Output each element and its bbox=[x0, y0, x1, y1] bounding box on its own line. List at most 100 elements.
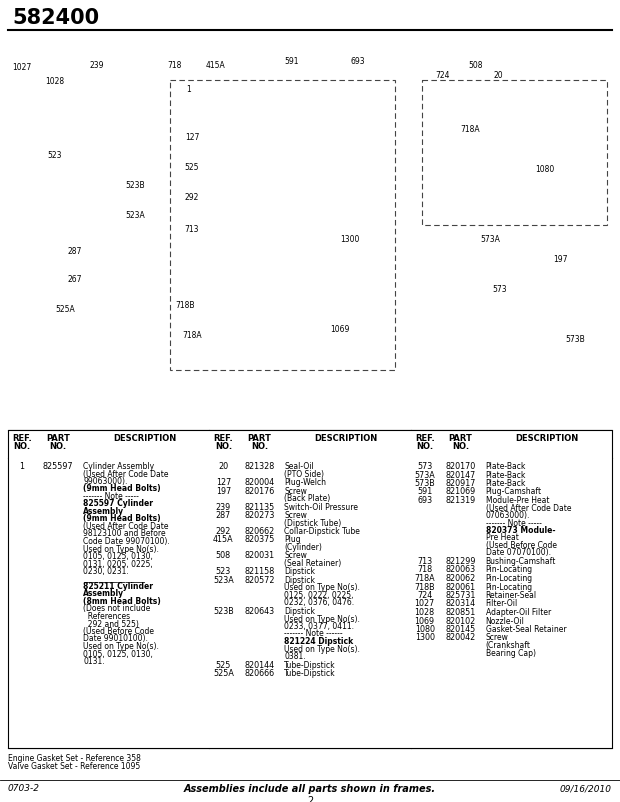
Text: Bushing-Camshaft: Bushing-Camshaft bbox=[485, 557, 556, 566]
Text: Used on Type No(s).: Used on Type No(s). bbox=[285, 645, 360, 654]
Text: 1: 1 bbox=[187, 86, 192, 95]
Text: 820145: 820145 bbox=[446, 625, 476, 634]
Text: ------- Note -----: ------- Note ----- bbox=[485, 519, 541, 528]
Text: 718: 718 bbox=[168, 60, 182, 70]
Text: (PTO Side): (PTO Side) bbox=[285, 469, 324, 479]
Text: 825597: 825597 bbox=[43, 462, 73, 471]
Text: (9mm Head Bolts): (9mm Head Bolts) bbox=[83, 484, 161, 493]
Text: 713: 713 bbox=[417, 557, 432, 566]
Text: ------- Note -----: ------- Note ----- bbox=[83, 492, 139, 501]
Text: (Cylinder): (Cylinder) bbox=[285, 543, 322, 552]
Text: 0105, 0125, 0130,: 0105, 0125, 0130, bbox=[83, 650, 153, 658]
Text: (Does not include: (Does not include bbox=[83, 605, 151, 614]
Text: 820643: 820643 bbox=[244, 607, 275, 616]
Text: 821158: 821158 bbox=[244, 568, 275, 577]
Text: Filter-Oil: Filter-Oil bbox=[485, 600, 518, 609]
Text: 573A: 573A bbox=[480, 236, 500, 245]
Text: 718A: 718A bbox=[182, 330, 202, 339]
Text: (9mm Head Bolts): (9mm Head Bolts) bbox=[83, 515, 161, 524]
Text: 415A: 415A bbox=[213, 536, 234, 545]
Text: 820572: 820572 bbox=[244, 576, 275, 585]
Text: 1: 1 bbox=[19, 462, 25, 471]
Text: 197: 197 bbox=[216, 487, 231, 496]
Text: Bearing Cap): Bearing Cap) bbox=[485, 649, 536, 658]
Text: Assemblies include all parts shown in frames.: Assemblies include all parts shown in fr… bbox=[184, 784, 436, 794]
Text: Plate-Back: Plate-Back bbox=[485, 471, 526, 480]
Text: 820031: 820031 bbox=[244, 552, 275, 561]
Text: Plate-Back: Plate-Back bbox=[485, 479, 526, 488]
Text: (Back Plate): (Back Plate) bbox=[285, 494, 330, 503]
Text: Plate-Back: Plate-Back bbox=[485, 462, 526, 471]
Text: Pin-Locating: Pin-Locating bbox=[485, 565, 533, 574]
Text: (Used Before Code: (Used Before Code bbox=[485, 541, 557, 550]
Text: 523B: 523B bbox=[213, 607, 234, 616]
Text: Seal-Oil: Seal-Oil bbox=[285, 462, 314, 471]
Bar bbox=[8, 430, 612, 748]
Text: Screw: Screw bbox=[485, 634, 508, 642]
Bar bbox=[170, 80, 395, 370]
Text: ------- Note ------: ------- Note ------ bbox=[285, 630, 343, 638]
Text: 287: 287 bbox=[68, 248, 82, 257]
Text: 0703-2: 0703-2 bbox=[8, 784, 40, 793]
Text: Screw: Screw bbox=[285, 552, 307, 561]
Text: 573B: 573B bbox=[565, 335, 585, 345]
Text: 591: 591 bbox=[417, 488, 432, 496]
Text: (Crankshaft: (Crankshaft bbox=[485, 641, 531, 650]
Text: 820102: 820102 bbox=[446, 617, 476, 626]
Text: 523A: 523A bbox=[125, 210, 145, 220]
Text: NO.: NO. bbox=[416, 442, 433, 451]
Text: 525A: 525A bbox=[55, 306, 75, 314]
Text: 820851: 820851 bbox=[446, 608, 476, 617]
Text: 99063000).: 99063000). bbox=[83, 477, 127, 486]
Text: 239: 239 bbox=[90, 60, 104, 70]
Text: PART: PART bbox=[46, 434, 70, 443]
Text: 820062: 820062 bbox=[446, 574, 476, 583]
Text: Used on Type No(s).: Used on Type No(s). bbox=[83, 545, 159, 553]
Text: 591: 591 bbox=[285, 58, 299, 67]
Text: 820373 Module-: 820373 Module- bbox=[485, 526, 555, 535]
Text: 1027: 1027 bbox=[415, 600, 435, 609]
Text: NO.: NO. bbox=[250, 442, 268, 451]
Text: 718A: 718A bbox=[460, 125, 480, 135]
Text: Plug: Plug bbox=[285, 536, 301, 545]
Text: ________________: ________________ bbox=[83, 574, 145, 584]
Text: 1300: 1300 bbox=[340, 236, 360, 245]
Text: 292 and 525): 292 and 525) bbox=[83, 619, 139, 629]
Text: 20: 20 bbox=[493, 71, 503, 79]
Text: 1069: 1069 bbox=[330, 326, 350, 334]
Text: Screw: Screw bbox=[285, 487, 307, 496]
Text: Adapter-Oil Filter: Adapter-Oil Filter bbox=[485, 608, 551, 617]
Bar bbox=[422, 80, 607, 225]
Text: 0232, 0376, 0476.: 0232, 0376, 0476. bbox=[285, 598, 355, 607]
Text: 127: 127 bbox=[185, 133, 199, 143]
Text: 724: 724 bbox=[417, 591, 432, 600]
Text: 1069: 1069 bbox=[415, 617, 435, 626]
Text: (Used After Code Date: (Used After Code Date bbox=[485, 504, 571, 512]
Text: REF.: REF. bbox=[415, 434, 435, 443]
Text: Pre Heat: Pre Heat bbox=[485, 533, 518, 542]
Text: 0230, 0231.: 0230, 0231. bbox=[83, 567, 129, 576]
Text: 525: 525 bbox=[216, 661, 231, 670]
Text: 292: 292 bbox=[216, 527, 231, 536]
Text: Pin-Locating: Pin-Locating bbox=[485, 582, 533, 592]
Text: 573A: 573A bbox=[414, 471, 435, 480]
Text: REF.: REF. bbox=[213, 434, 233, 443]
Text: (Dipstick Tube): (Dipstick Tube) bbox=[285, 519, 342, 528]
Text: 1300: 1300 bbox=[415, 634, 435, 642]
Text: Collar-Dipstick Tube: Collar-Dipstick Tube bbox=[285, 527, 360, 536]
Text: Gasket-Seal Retainer: Gasket-Seal Retainer bbox=[485, 625, 566, 634]
Text: Code Date 99070100).: Code Date 99070100). bbox=[83, 537, 170, 546]
Text: NO.: NO. bbox=[50, 442, 66, 451]
Text: 821224 Dipstick: 821224 Dipstick bbox=[285, 637, 353, 646]
Text: 820144: 820144 bbox=[244, 661, 275, 670]
Text: 820063: 820063 bbox=[446, 565, 476, 574]
Text: 2: 2 bbox=[307, 796, 313, 802]
Text: 573: 573 bbox=[493, 286, 507, 294]
Text: Switch-Oil Pressure: Switch-Oil Pressure bbox=[285, 503, 358, 512]
Text: 0381.: 0381. bbox=[285, 652, 306, 661]
Text: Retainer-Seal: Retainer-Seal bbox=[485, 591, 537, 600]
Text: 0105, 0125, 0130,: 0105, 0125, 0130, bbox=[83, 552, 153, 561]
Text: 820042: 820042 bbox=[446, 634, 476, 642]
Text: 718B: 718B bbox=[414, 582, 435, 592]
Text: 718: 718 bbox=[417, 565, 432, 574]
